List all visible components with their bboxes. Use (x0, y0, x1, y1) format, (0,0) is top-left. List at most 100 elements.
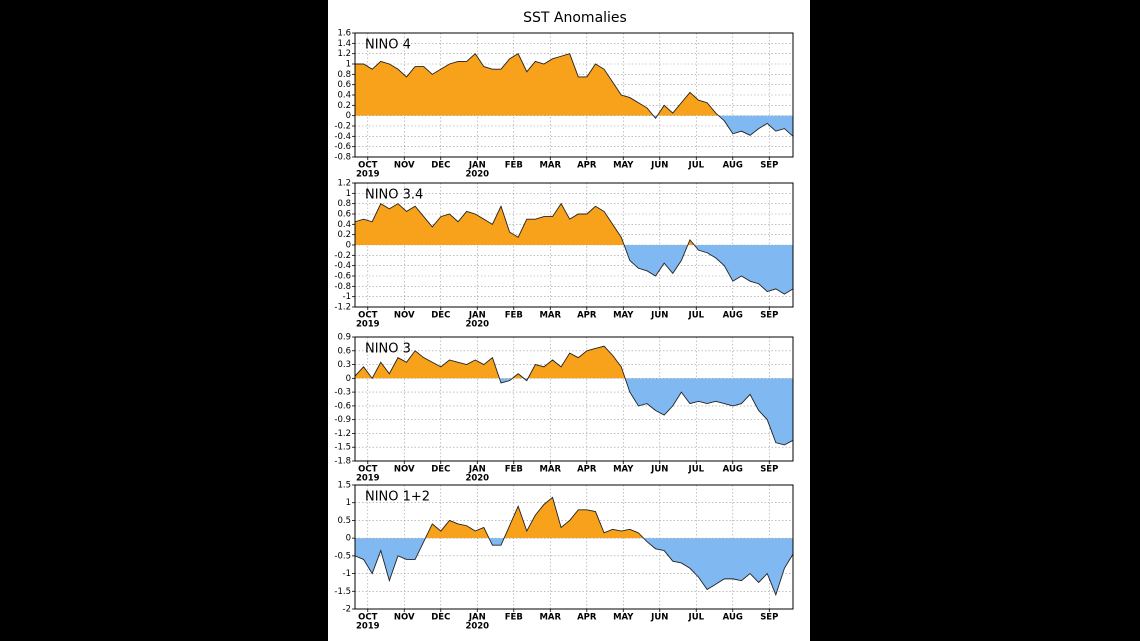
x-tick-label: MAR (539, 465, 561, 475)
x-tick-label: JAN (468, 613, 486, 623)
x-tick-label: JUN (650, 613, 668, 623)
x-tick-label: JUL (688, 161, 705, 171)
x-tick-label: FEB (505, 161, 523, 171)
panel-label: NINO 1+2 (365, 490, 430, 505)
y-tick-label: 0.6 (337, 80, 351, 90)
x-tick-label: NOV (394, 161, 415, 171)
x-tick-label: OCT (358, 311, 377, 321)
x-tick-label: FEB (505, 311, 523, 321)
x-tick-label: DEC (431, 161, 450, 171)
series-line (354, 202, 794, 295)
x-tick-label: APR (577, 465, 597, 475)
x-tick-label: FEB (505, 613, 523, 623)
x-tick-label: MAY (613, 311, 634, 321)
y-tick-label: -0.6 (334, 142, 351, 152)
y-tick-label: 0.6 (337, 346, 351, 356)
y-tick-label: -1.8 (334, 457, 351, 467)
y-tick-label: -0.4 (334, 261, 351, 271)
y-tick-label: -0.6 (334, 401, 351, 411)
y-tick-label: -0.9 (334, 415, 351, 425)
negative-area (355, 538, 793, 595)
positive-area (355, 53, 719, 116)
x-tick-label: FEB (505, 465, 523, 475)
x-tick-label: JUL (688, 613, 705, 623)
y-tick-label: -0.3 (334, 388, 351, 398)
y-tick-label: -1.2 (334, 303, 351, 313)
y-tick-label: 0.2 (337, 101, 351, 111)
x-tick-label: NOV (394, 311, 415, 321)
y-tick-label: 0.2 (337, 230, 351, 240)
y-tick-label: 0 (346, 534, 351, 544)
y-tick-label: -0.2 (334, 122, 351, 132)
y-tick-label: -1.5 (334, 443, 351, 453)
y-tick-label: 1.6 (337, 29, 351, 39)
x-tick-label: OCT (358, 465, 377, 475)
y-tick-label: 1 (346, 60, 351, 70)
plot-frame (354, 484, 794, 610)
panel-label: NINO 3.4 (365, 188, 423, 203)
plot-frame (354, 182, 794, 308)
x-year-label: 2019 (356, 622, 380, 632)
y-tick-label: -1.2 (334, 429, 351, 439)
x-tick-label: AUG (723, 161, 743, 171)
x-tick-label: DEC (431, 311, 450, 321)
x-tick-label: JUN (650, 465, 668, 475)
y-tick-label: 1.5 (337, 481, 351, 491)
y-tick-label: -1 (343, 292, 351, 302)
x-tick-label: JUL (688, 465, 705, 475)
x-tick-label: MAY (613, 465, 634, 475)
x-year-label: 2020 (465, 170, 489, 180)
x-tick-label: DEC (431, 465, 450, 475)
x-tick-label: DEC (431, 613, 450, 623)
x-tick-label: OCT (358, 161, 377, 171)
x-tick-label: MAY (613, 613, 634, 623)
x-tick-label: SEP (760, 613, 778, 623)
y-tick-label: 0.8 (337, 70, 351, 80)
y-tick-label: -1.5 (334, 587, 351, 597)
plot-frame (354, 336, 794, 462)
y-tick-label: 0.5 (337, 516, 351, 526)
x-tick-label: APR (577, 613, 597, 623)
x-tick-label: JUL (688, 311, 705, 321)
x-tick-label: SEP (760, 311, 778, 321)
y-tick-label: 0.9 (337, 333, 351, 343)
chart-title: SST Anomalies (523, 10, 627, 26)
x-tick-label: AUG (723, 465, 743, 475)
negative-area (355, 245, 793, 295)
x-tick-label: SEP (760, 465, 778, 475)
x-tick-label: JAN (468, 465, 486, 475)
x-tick-label: JUN (650, 161, 668, 171)
y-tick-label: 0.3 (337, 360, 351, 370)
negative-area (355, 115, 793, 137)
y-tick-label: 0 (346, 241, 351, 251)
y-tick-label: 0 (346, 374, 351, 384)
x-tick-label: JUN (650, 311, 668, 321)
panel-label: NINO 3 (365, 342, 411, 357)
y-tick-label: -0.6 (334, 272, 351, 282)
series-line (354, 345, 794, 446)
panel-label: NINO 4 (365, 38, 411, 53)
plot-frame (354, 32, 794, 158)
y-tick-label: 0.4 (337, 220, 351, 230)
y-tick-label: -0.2 (334, 251, 351, 261)
x-tick-label: APR (577, 161, 597, 171)
x-tick-label: NOV (394, 465, 415, 475)
x-tick-label: MAR (539, 161, 561, 171)
x-tick-label: AUG (723, 613, 743, 623)
x-year-label: 2020 (465, 622, 489, 632)
x-tick-label: MAR (539, 613, 561, 623)
y-tick-label: -1 (343, 569, 351, 579)
x-tick-label: AUG (723, 311, 743, 321)
y-tick-label: 0.4 (337, 91, 351, 101)
series-line (354, 496, 794, 597)
y-tick-label: -0.5 (334, 551, 351, 561)
y-tick-label: 1 (346, 498, 351, 508)
y-tick-label: 0 (346, 111, 351, 121)
x-tick-label: MAY (613, 161, 634, 171)
x-tick-label: OCT (358, 613, 377, 623)
x-tick-label: APR (577, 311, 597, 321)
x-year-label: 2019 (356, 474, 380, 484)
y-tick-label: 0.6 (337, 210, 351, 220)
